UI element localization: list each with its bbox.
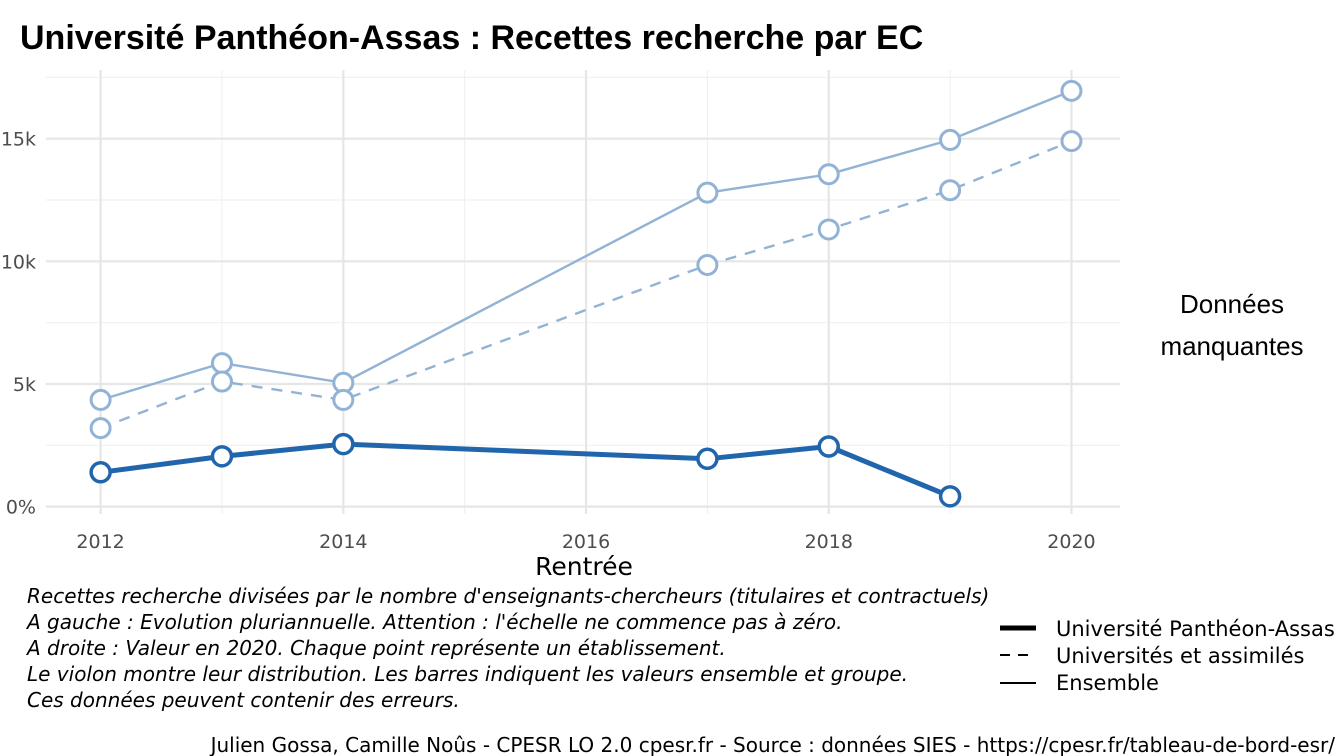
data-point-ensemble — [939, 128, 962, 151]
series-universites-et-assimiles — [89, 130, 1083, 440]
data-point-universites-et-assimiles — [696, 254, 719, 277]
y-tick-label: 5k — [13, 374, 36, 396]
caption: Recettes recherche divisées par le nombr… — [25, 584, 989, 712]
data-point-ensemble — [696, 181, 719, 204]
side-text-line-2: manquantes — [1160, 331, 1303, 361]
data-point-universites-et-assimiles — [939, 179, 962, 202]
credit-text: Julien Gossa, Camille Noûs - CPESR LO 2.… — [209, 733, 1336, 756]
legend-label-universites-et-assimiles: Universités et assimilés — [1056, 644, 1304, 668]
x-tick-label: 2018 — [805, 531, 853, 553]
data-point-ensemble — [817, 163, 840, 186]
chart-title: Université Panthéon-Assas : Recettes rec… — [20, 19, 923, 57]
y-tick-label: 15k — [1, 129, 36, 151]
x-tick-label: 2012 — [76, 531, 124, 553]
caption-line-5: Ces données peuvent contenir des erreurs… — [27, 688, 460, 712]
caption-line-4: Le violon montre leur distribution. Les … — [27, 662, 908, 686]
data-point-universite-pantheon-assas — [210, 445, 234, 468]
caption-line-1: Recettes recherche divisées par le nombr… — [27, 584, 989, 608]
data-point-universites-et-assimiles — [332, 388, 355, 411]
series-line-universite-pantheon-assas — [100, 441, 952, 499]
data-point-universites-et-assimiles — [1060, 130, 1083, 153]
y-axis-ticks: 0% 5k 10k 15k — [1, 129, 36, 519]
side-text-line-1: Données — [1180, 289, 1284, 319]
data-point-universite-pantheon-assas — [938, 485, 962, 508]
legend-label-ensemble: Ensemble — [1056, 671, 1159, 695]
data-point-ensemble — [210, 352, 233, 375]
x-tick-label: 2014 — [319, 531, 367, 553]
data-point-universites-et-assimiles — [89, 417, 112, 440]
data-point-universite-pantheon-assas — [332, 432, 355, 456]
series-layer — [89, 79, 1083, 508]
data-point-universites-et-assimiles — [210, 370, 233, 393]
x-tick-label: 2020 — [1047, 531, 1095, 553]
legend-label-universite-pantheon-assas: Université Panthéon-Assas — [1056, 617, 1335, 641]
data-point-ensemble — [89, 388, 112, 411]
caption-line-2: A gauche : Evolution pluriannuelle. Atte… — [25, 610, 843, 634]
data-point-universite-pantheon-assas — [817, 435, 840, 458]
data-point-universite-pantheon-assas — [89, 461, 112, 484]
caption-line-3: A droite : Valeur en 2020. Chaque point … — [25, 636, 726, 660]
y-tick-label: 0% — [6, 497, 36, 519]
y-tick-label: 10k — [1, 251, 36, 273]
data-point-ensemble — [1060, 79, 1083, 102]
x-axis-label: Rentrée — [535, 552, 633, 581]
legend: Université Panthéon-Assas Universités et… — [1000, 617, 1335, 695]
data-point-universite-pantheon-assas — [696, 447, 719, 471]
data-point-universites-et-assimiles — [817, 218, 840, 241]
x-axis-ticks: 2012 2014 2016 2018 2020 — [76, 531, 1095, 553]
series-universite-pantheon-assas — [89, 432, 962, 508]
x-tick-label: 2016 — [562, 531, 610, 553]
series-ensemble — [89, 79, 1083, 411]
